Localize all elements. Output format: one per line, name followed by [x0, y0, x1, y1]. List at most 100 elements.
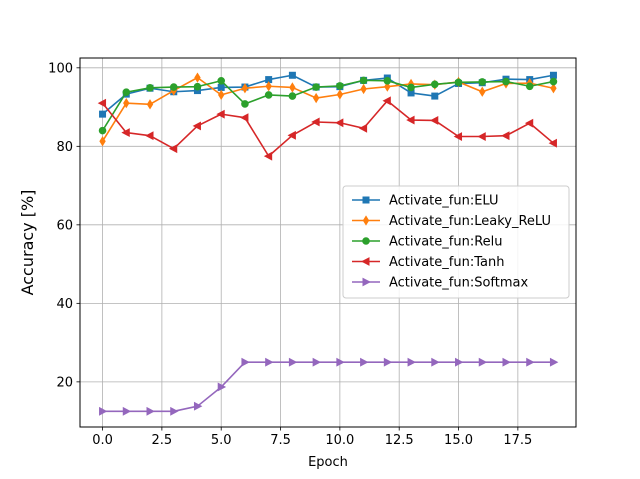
data-point-relu — [454, 78, 463, 87]
data-point-leaky-relu — [123, 97, 130, 109]
legend-label: Activate_fun:Softmax — [389, 276, 528, 291]
legend-item-relu: Activate_fun:Relu — [352, 235, 503, 250]
series-line-leaky-relu — [101, 76, 554, 142]
x-tick-label: 5.0 — [211, 433, 232, 448]
data-point-softmax — [288, 357, 298, 367]
data-point-softmax — [502, 357, 511, 367]
x-tick-label: 0.0 — [92, 433, 113, 448]
plot-frame — [79, 57, 577, 428]
data-point-relu — [241, 100, 249, 108]
data-point-softmax — [217, 382, 227, 392]
data-point-softmax — [478, 357, 488, 367]
data-point-tanh — [216, 109, 225, 119]
data-point-leaky-relu — [99, 136, 106, 147]
legend-label: Activate_fun:Relu — [389, 235, 503, 250]
x-tick-label: 12.5 — [385, 433, 414, 448]
data-point-elu — [288, 71, 296, 79]
data-point-tanh — [406, 115, 415, 125]
legend-marker-softmax — [362, 277, 371, 287]
data-point-leaky-relu — [384, 81, 391, 92]
data-point-tanh — [121, 128, 130, 138]
data-point-elu — [99, 110, 107, 118]
data-point-tanh — [97, 98, 107, 108]
data-point-leaky-relu — [550, 83, 557, 94]
data-point-softmax — [146, 406, 155, 416]
data-point-softmax — [241, 357, 250, 367]
data-point-tanh — [429, 115, 439, 125]
legend-item-elu: Activate_fun:ELU — [352, 194, 499, 209]
legend: Activate_fun:ELU Activate_fun:Leaky_ReLU A… — [342, 185, 570, 299]
data-point-relu — [549, 77, 558, 86]
data-point-relu — [478, 78, 487, 86]
data-point-tanh — [453, 132, 463, 141]
data-point-relu — [193, 82, 202, 91]
x-tick-label: 10.0 — [325, 433, 354, 448]
data-point-leaky-relu — [241, 83, 249, 94]
data-point-relu — [98, 126, 107, 135]
data-point-relu — [169, 83, 178, 91]
data-point-tanh — [168, 144, 178, 154]
data-point-tanh — [477, 132, 486, 141]
legend-marker-tanh — [361, 257, 370, 266]
legend-label: Activate_fun:ELU — [389, 194, 499, 209]
legend-marker-leaky-relu — [362, 215, 370, 226]
data-point-tanh — [240, 113, 249, 123]
data-point-softmax — [407, 357, 416, 367]
data-point-elu — [217, 83, 225, 91]
legend-label: Activate_fun:Tanh — [389, 255, 504, 270]
data-point-elu — [431, 92, 439, 100]
x-tick-label: 17.5 — [503, 433, 532, 448]
data-point-relu — [288, 92, 297, 100]
y-axis-label: Accuracy [%] — [18, 190, 37, 296]
y-tick-label: 100 — [48, 61, 73, 76]
data-point-softmax — [99, 406, 108, 416]
legend-item-tanh: Activate_fun:Tanh — [352, 255, 504, 270]
legend-box — [342, 185, 570, 299]
data-point-softmax — [312, 357, 322, 367]
axis-ticks: 0.0 2.5 5.0 7.5 10.0 12.5 15.0 17.5 20 40 60 80 100 — [48, 61, 532, 448]
y-tick-label: 80 — [56, 140, 73, 155]
data-point-softmax — [265, 357, 274, 367]
data-point-leaky-relu — [194, 72, 201, 83]
data-point-relu — [312, 83, 320, 91]
data-point-relu — [525, 82, 534, 91]
data-point-leaky-relu — [289, 82, 296, 93]
data-point-tanh — [358, 123, 368, 133]
legend-marker-relu — [362, 237, 370, 245]
legend-label: Activate_fun:Leaky_ReLU — [389, 214, 551, 229]
data-point-tanh — [192, 121, 201, 131]
data-point-tanh — [334, 118, 344, 128]
x-tick-label: 15.0 — [444, 433, 473, 448]
data-point-leaky-relu — [265, 81, 272, 92]
data-point-relu — [383, 76, 392, 85]
data-point-relu — [502, 77, 510, 86]
data-point-relu — [359, 76, 368, 85]
data-point-softmax — [193, 401, 203, 411]
x-axis-label: Epoch — [308, 455, 348, 470]
data-point-tanh — [548, 138, 557, 148]
data-point-tanh — [145, 131, 154, 141]
data-point-leaky-relu — [312, 92, 320, 104]
data-point-softmax — [383, 357, 393, 367]
series-relu — [98, 76, 558, 135]
legend-item-leaky-relu: Activate_fun:Leaky_ReLU — [352, 214, 551, 229]
data-point-tanh — [287, 130, 296, 140]
data-point-softmax — [122, 406, 132, 416]
data-point-softmax — [455, 357, 464, 367]
data-point-tanh — [263, 151, 273, 161]
data-point-softmax — [336, 357, 345, 367]
data-point-softmax — [170, 406, 179, 416]
data-point-leaky-relu — [146, 99, 154, 110]
x-tick-label: 2.5 — [152, 433, 173, 448]
data-point-relu — [217, 76, 226, 85]
legend-marker-elu — [362, 196, 370, 204]
data-point-elu — [549, 71, 557, 79]
series-softmax — [99, 357, 559, 416]
series-line-softmax — [102, 361, 554, 413]
data-point-relu — [407, 83, 415, 92]
series-line-relu — [101, 79, 554, 132]
y-tick-label: 60 — [56, 218, 73, 233]
y-tick-label: 20 — [56, 375, 73, 390]
data-point-softmax — [549, 357, 559, 367]
